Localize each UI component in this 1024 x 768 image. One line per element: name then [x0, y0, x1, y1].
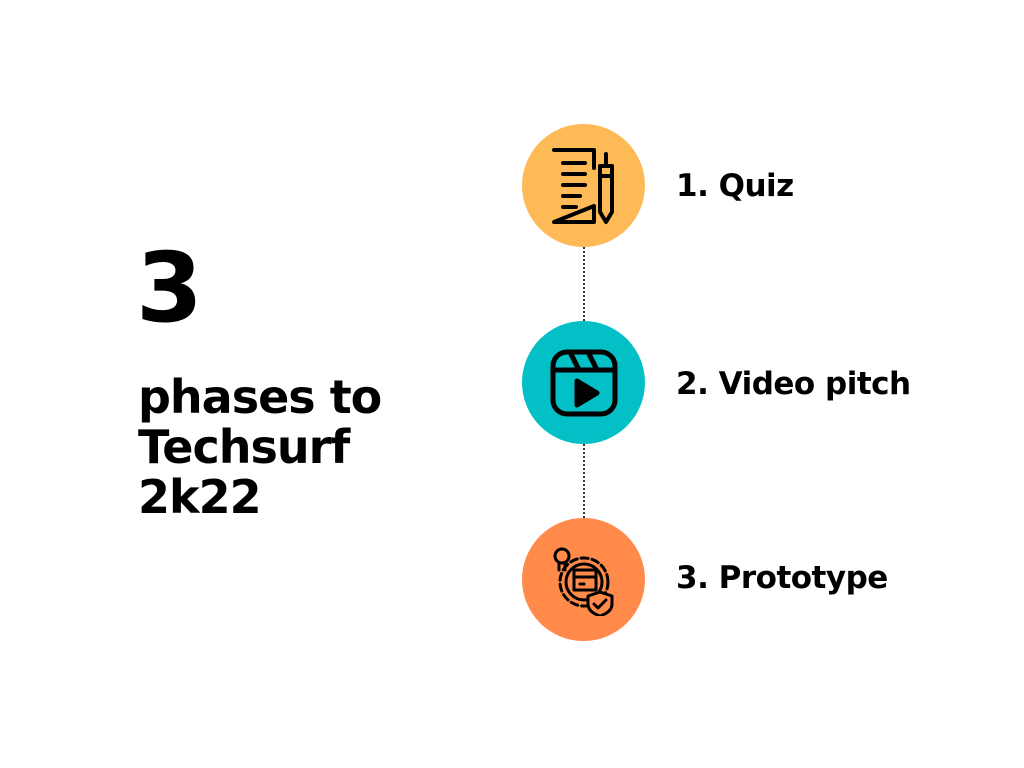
phase-2-label: 2. Video pitch [676, 366, 911, 402]
document-pen-icon [551, 147, 614, 224]
headline-line-3: 2k22 [138, 470, 262, 524]
phase-count: 3 [136, 232, 203, 344]
phase-2-circle [522, 321, 645, 444]
prototype-gear-icon [553, 547, 613, 616]
headline-line-1: phases to [138, 370, 382, 424]
phase-3-label: 3. Prototype [676, 560, 888, 596]
phase-1-label: 1. Quiz [676, 168, 794, 204]
headline-line-2: Techsurf [138, 420, 350, 474]
timeline-connector [583, 247, 585, 321]
headline: phases to Techsurf 2k22 [138, 372, 438, 522]
timeline-connector [583, 444, 585, 518]
video-play-icon [550, 349, 617, 416]
phase-1-circle [522, 124, 645, 247]
phase-3-circle [522, 518, 645, 641]
